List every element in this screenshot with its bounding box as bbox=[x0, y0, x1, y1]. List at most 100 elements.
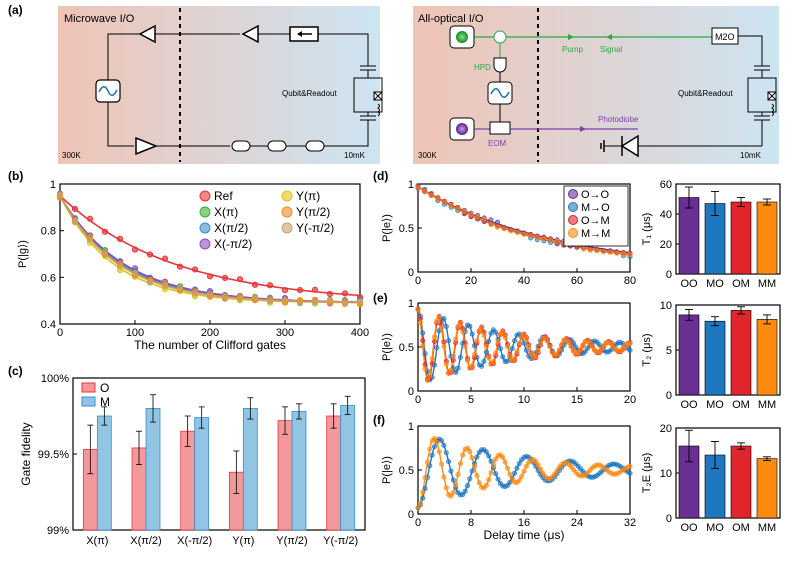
data-point bbox=[481, 216, 487, 222]
data-point bbox=[427, 446, 433, 452]
data-point bbox=[582, 349, 588, 355]
legend-label: M→O bbox=[581, 202, 610, 214]
legend-marker bbox=[199, 222, 211, 234]
panel-b-label: (b) bbox=[8, 169, 23, 183]
data-point bbox=[535, 348, 541, 354]
data-point bbox=[443, 361, 449, 367]
y-axis-label: P(|e⟩) bbox=[381, 456, 393, 484]
circulator-icon bbox=[493, 30, 507, 44]
data-point bbox=[453, 336, 459, 342]
x-tick-label: 40 bbox=[518, 275, 530, 287]
chart-d-t1-decay: 0 20 40 60 80 0 0.5 1 P(|e⟩) O→OM→OO→MM→M bbox=[381, 179, 636, 287]
bar-M bbox=[242, 407, 258, 531]
data-point bbox=[453, 369, 459, 375]
data-point bbox=[627, 340, 633, 346]
panel-d-label: (d) bbox=[373, 169, 388, 183]
category-label: X(-π/2) bbox=[177, 535, 212, 547]
laser-star-icon bbox=[456, 123, 468, 135]
category-label: MO bbox=[706, 278, 724, 290]
data-point bbox=[422, 362, 428, 368]
data-point bbox=[479, 363, 485, 369]
attenuator-icon bbox=[231, 140, 325, 152]
legend-swatch bbox=[81, 382, 96, 393]
data-point bbox=[427, 463, 433, 469]
bar-MO bbox=[704, 320, 726, 396]
data-point bbox=[566, 339, 572, 345]
x-tick-label: 200 bbox=[201, 327, 219, 339]
data-point bbox=[467, 448, 473, 454]
data-point bbox=[266, 298, 274, 305]
bar-MM bbox=[756, 458, 778, 519]
data-point bbox=[427, 373, 433, 379]
data-point bbox=[479, 326, 485, 332]
data-point bbox=[431, 338, 437, 344]
data-point bbox=[341, 300, 349, 307]
data-point bbox=[523, 347, 529, 353]
legend-marker bbox=[281, 190, 293, 202]
chart-c-fidelity: 99% 99.5% 100% Gate fidelity X(π) X(π/2) X(-π/… bbox=[19, 373, 366, 547]
hpd-icon bbox=[493, 57, 507, 73]
category-label: OM bbox=[732, 399, 750, 411]
data-point bbox=[521, 332, 527, 338]
data-point bbox=[578, 346, 584, 352]
y-tick-label: 0 bbox=[666, 390, 672, 402]
data-point bbox=[474, 338, 480, 344]
x-tick-label: 400 bbox=[351, 327, 369, 339]
data-point bbox=[468, 211, 474, 217]
bar-O bbox=[326, 415, 342, 531]
x-tick-label: 32 bbox=[624, 517, 636, 529]
y-tick-label: 10 bbox=[660, 468, 672, 480]
data-point bbox=[627, 470, 633, 476]
data-point bbox=[448, 468, 454, 474]
data-point bbox=[627, 464, 633, 470]
data-point bbox=[448, 493, 454, 499]
bar-OM bbox=[730, 310, 752, 396]
qubit-label: Qubit&Readout bbox=[678, 89, 733, 98]
data-point bbox=[493, 456, 499, 462]
data-point bbox=[281, 296, 289, 304]
x-tick-label: 0 bbox=[57, 327, 63, 339]
x-tick-label: 0 bbox=[415, 394, 421, 406]
y-tick-label: 20 bbox=[660, 239, 672, 251]
data-point bbox=[495, 476, 501, 482]
y-tick-label: 10 bbox=[660, 300, 672, 312]
data-point bbox=[176, 284, 184, 292]
data-point bbox=[176, 263, 184, 270]
data-point bbox=[86, 236, 94, 243]
data-point bbox=[236, 276, 244, 283]
data-point bbox=[488, 330, 494, 336]
category-label: X(π) bbox=[86, 535, 108, 547]
data-point bbox=[86, 215, 94, 222]
data-point bbox=[311, 298, 319, 305]
data-point bbox=[341, 290, 349, 297]
amplifier-icon bbox=[241, 24, 259, 44]
data-point bbox=[417, 320, 423, 326]
data-point bbox=[457, 354, 463, 360]
data-point bbox=[462, 343, 468, 349]
data-point bbox=[462, 488, 468, 494]
data-point bbox=[508, 228, 514, 234]
category-label: MO bbox=[706, 522, 724, 534]
data-point bbox=[431, 334, 437, 340]
data-point bbox=[441, 316, 447, 322]
y-tick-label: 0.8 bbox=[41, 226, 56, 238]
legend-marker bbox=[568, 215, 578, 225]
data-point bbox=[521, 340, 527, 346]
data-point bbox=[512, 470, 518, 476]
y-axis-label: P(|e⟩) bbox=[381, 214, 393, 242]
data-point bbox=[516, 477, 522, 483]
data-point bbox=[431, 444, 437, 450]
data-point bbox=[461, 208, 467, 214]
panel-f-label: (f) bbox=[373, 413, 385, 427]
legend-marker bbox=[199, 206, 211, 218]
data-point bbox=[475, 213, 481, 219]
data-point bbox=[467, 323, 473, 329]
y-tick-label: 0 bbox=[408, 267, 414, 279]
data-point bbox=[481, 358, 487, 364]
data-point bbox=[56, 191, 64, 198]
data-point bbox=[614, 250, 620, 256]
data-point bbox=[502, 334, 508, 340]
bar-M bbox=[96, 415, 112, 531]
data-point bbox=[516, 340, 522, 346]
panel-c-label: (c) bbox=[8, 364, 23, 378]
